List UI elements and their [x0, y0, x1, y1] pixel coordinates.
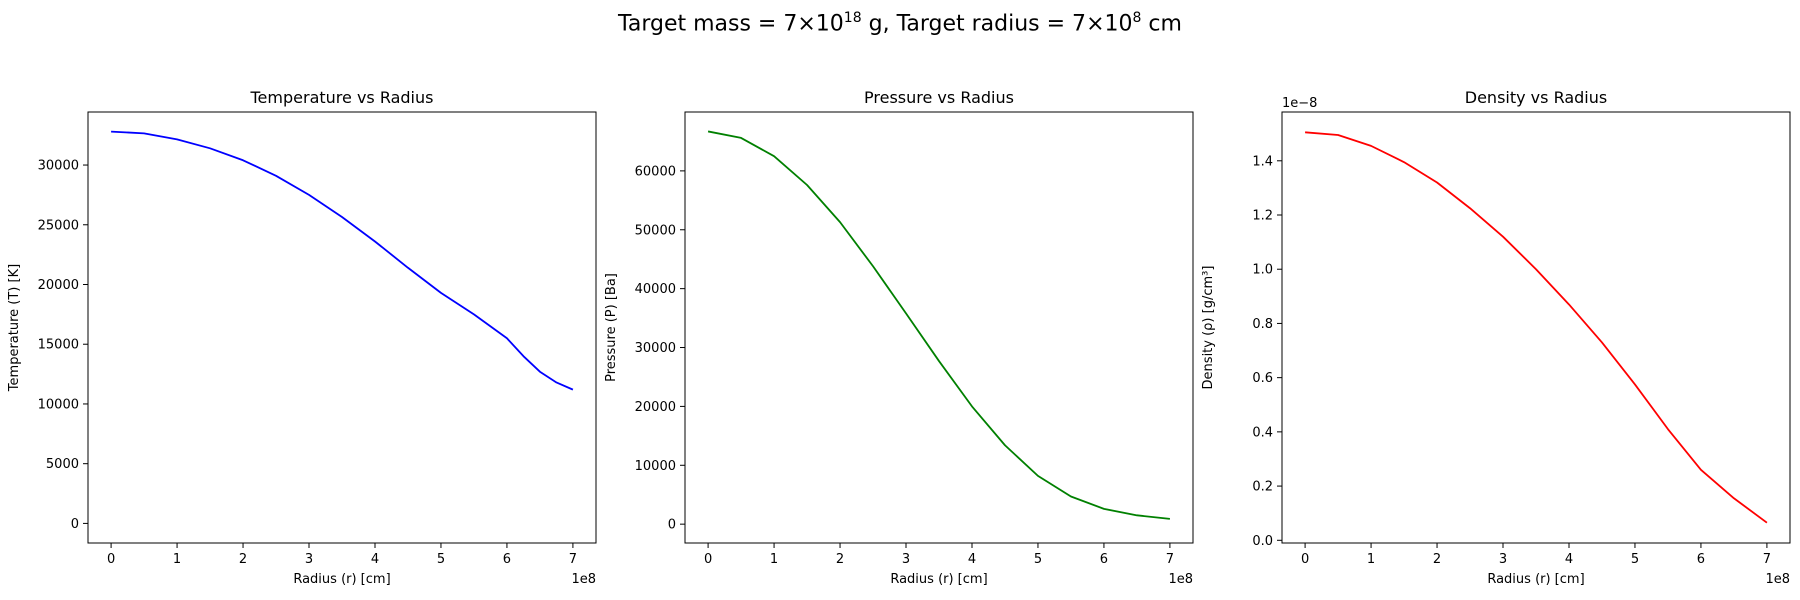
pressure-y-tick-label: 60000: [635, 164, 676, 179]
temperature-x-tick-label: 6: [503, 552, 511, 567]
pressure-x-tick-label: 6: [1100, 552, 1108, 567]
temperature-y-tick-label: 5000: [46, 457, 79, 472]
density-x-offset-label: 1e8: [1765, 572, 1790, 587]
temperature-x-tick-label: 4: [371, 552, 379, 567]
temperature-x-axis-label: Radius (r) [cm]: [293, 572, 390, 587]
temperature-y-tick-label: 30000: [38, 159, 79, 174]
pressure-y-tick-label: 20000: [635, 400, 676, 415]
temperature-x-tick-label: 2: [239, 552, 247, 567]
temperature-x-tick-label: 3: [305, 552, 313, 567]
density-x-tick-label: 7: [1763, 552, 1771, 567]
density-y-tick-label: 1.0: [1252, 263, 1273, 278]
temperature-y-tick-label: 15000: [38, 338, 79, 353]
pressure-x-tick-label: 3: [902, 552, 910, 567]
temperature-x-tick-label: 0: [107, 552, 115, 567]
pressure-y-axis-label: Pressure (P) [Ba]: [604, 273, 619, 382]
pressure-x-tick-label: 4: [968, 552, 976, 567]
pressure-title: Pressure vs Radius: [864, 88, 1014, 107]
density-y-tick-label: 0.0: [1252, 534, 1273, 549]
temperature-y-tick-label: 20000: [38, 278, 79, 293]
density-x-axis-label: Radius (r) [cm]: [1487, 572, 1584, 587]
density-y-axis-label: Density (ρ) [g/cm³]: [1201, 266, 1216, 390]
density-y-tick-label: 0.2: [1252, 480, 1273, 495]
density-x-tick-label: 4: [1565, 552, 1573, 567]
density-panel: 0 1 2 3 4 5 6 7 0.0 0.2 0.4 0.6 0.8 1.0 1.2 1.4 Density …: [1201, 88, 1791, 587]
temperature-y-tick-label: 25000: [38, 218, 79, 233]
temperature-y-axis-label: Temperature (T) [K]: [7, 264, 22, 392]
figure-suptitle: Target mass = 7×1018 g, Target radius = …: [618, 10, 1182, 37]
pressure-y-tick-label: 30000: [635, 341, 676, 356]
density-x-tick-label: 2: [1433, 552, 1441, 567]
pressure-x-offset-label: 1e8: [1168, 572, 1193, 587]
density-x-tick-label: 1: [1367, 552, 1375, 567]
density-y-tick-label: 0.4: [1252, 425, 1273, 440]
density-y-offset-label: 1e−8: [1282, 96, 1317, 111]
temperature-x-offset-label: 1e8: [571, 572, 596, 587]
temperature-title: Temperature vs Radius: [250, 88, 434, 107]
temperature-y-tick-label: 10000: [38, 397, 79, 412]
pressure-y-tick-label: 40000: [635, 282, 676, 297]
pressure-x-tick-label: 1: [770, 552, 778, 567]
pressure-x-axis-label: Radius (r) [cm]: [890, 572, 987, 587]
density-x-tick-label: 6: [1697, 552, 1705, 567]
pressure-x-tick-label: 2: [836, 552, 844, 567]
temperature-x-tick-label: 1: [173, 552, 181, 567]
pressure-y-tick-label: 50000: [635, 223, 676, 238]
density-title: Density vs Radius: [1465, 88, 1607, 107]
pressure-y-tick-label: 0: [668, 518, 676, 533]
pressure-x-tick-label: 7: [1166, 552, 1174, 567]
density-y-tick-label: 0.8: [1252, 317, 1273, 332]
pressure-x-tick-label: 0: [704, 552, 712, 567]
temperature-axes-frame: [87, 111, 597, 544]
pressure-panel: 0 1 2 3 4 5 6 7 0 10000 20000 30000 40000 50000 60000 P…: [604, 88, 1194, 587]
temperature-y-tick-label: 0: [71, 517, 79, 532]
density-series-line: [1305, 131, 1768, 524]
pressure-series-line: [707, 130, 1171, 520]
density-axes-frame: [1281, 111, 1791, 544]
density-y-tick-label: 0.6: [1252, 371, 1273, 386]
temperature-series-line: [111, 130, 574, 391]
density-y-tick-label: 1.2: [1252, 209, 1273, 224]
pressure-y-tick-label: 10000: [635, 459, 676, 474]
temperature-x-tick-label: 5: [437, 552, 445, 567]
temperature-panel: 0 1 2 3 4 5 6 7 0 5000 10000 15000 20000 25000 30000 Te…: [7, 88, 597, 587]
pressure-axes-frame: [684, 111, 1194, 544]
density-x-tick-label: 3: [1499, 552, 1507, 567]
density-x-tick-label: 5: [1631, 552, 1639, 567]
density-y-tick-label: 1.4: [1252, 154, 1273, 169]
pressure-x-tick-label: 5: [1034, 552, 1042, 567]
density-x-tick-label: 0: [1301, 552, 1309, 567]
temperature-x-tick-label: 7: [569, 552, 577, 567]
